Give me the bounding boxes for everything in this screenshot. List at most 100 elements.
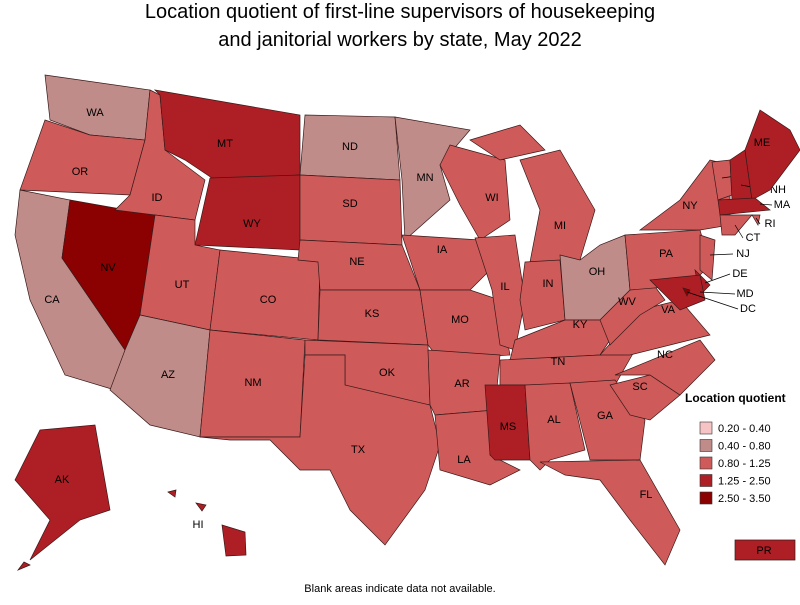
state-shape — [167, 489, 177, 498]
state-shape — [744, 109, 800, 201]
state-shape — [221, 524, 247, 557]
state-shape — [195, 502, 207, 512]
legend-label: 0.80 - 1.25 — [718, 458, 771, 470]
footnote: Blank areas indicate data not available. — [304, 583, 495, 595]
state: TX — [199, 354, 441, 546]
leader-line — [704, 273, 731, 284]
state: PR — [734, 539, 796, 561]
state: PA — [624, 229, 711, 291]
state-shape — [14, 424, 111, 561]
state-shape — [682, 287, 691, 297]
state-label: MT — [217, 138, 233, 150]
state: AR — [427, 349, 501, 416]
legend-label: 0.20 - 0.40 — [718, 423, 771, 435]
state-label: ME — [754, 137, 771, 149]
states: WA OR CA NV ID MT WY UT AZ CO NM ND SD NE KS OK TX MN IA MO… — [14, 74, 800, 571]
state: IA — [401, 234, 493, 291]
state-shape — [153, 89, 301, 181]
leader-line — [759, 203, 773, 206]
state: TN — [499, 349, 636, 386]
state-shape — [734, 539, 796, 561]
state-label: NJ — [736, 248, 749, 260]
state-label: WI — [485, 192, 498, 204]
state-label: MA — [774, 199, 791, 211]
state: MT — [153, 89, 301, 181]
state: KS — [317, 289, 429, 346]
state-label: WY — [243, 218, 261, 230]
state-label: TX — [351, 444, 366, 456]
state-label: NC — [657, 349, 673, 361]
state-shape — [751, 214, 761, 226]
leader-line — [699, 291, 736, 295]
state-shape — [717, 197, 771, 216]
state: MD — [649, 274, 754, 311]
state: ME — [744, 109, 800, 201]
state-label: NV — [100, 262, 116, 274]
state-label: HI — [193, 519, 204, 531]
state-label: AK — [55, 474, 70, 486]
state-label: AZ — [161, 369, 175, 381]
state: MI — [469, 124, 596, 263]
state-shape — [614, 339, 716, 396]
state-shape — [401, 234, 493, 291]
state-shape — [719, 214, 753, 236]
legend-swatch — [699, 491, 713, 505]
state: CT — [719, 214, 761, 244]
state: ND — [299, 114, 401, 181]
state-label: VA — [661, 304, 676, 316]
state-label: NM — [244, 377, 261, 389]
state-label: ID — [152, 192, 163, 204]
state-label: NH — [770, 184, 786, 196]
state: NJ — [699, 234, 750, 281]
state: MS — [484, 384, 531, 461]
state: MA — [717, 197, 791, 216]
state-label: PR — [756, 545, 771, 557]
state: IN — [519, 259, 566, 331]
leader-line — [755, 217, 761, 225]
state-label: DC — [740, 303, 756, 315]
state: WY — [194, 174, 301, 251]
legend-swatch — [699, 474, 713, 487]
leader-line — [709, 253, 734, 256]
state: MO — [419, 289, 511, 361]
state: RI — [751, 214, 776, 230]
state: NM — [199, 329, 306, 438]
state-label: KS — [365, 308, 380, 320]
state-label: CT — [746, 232, 761, 244]
state-label: IN — [543, 278, 554, 290]
state-label: WV — [618, 296, 636, 308]
state-label: DE — [732, 268, 747, 280]
state-label: RI — [765, 218, 776, 230]
state-shape — [499, 349, 636, 386]
map-title: Location quotient of first-line supervis… — [145, 1, 655, 51]
state-label: MD — [736, 288, 753, 300]
state-shape — [699, 234, 716, 281]
state-label: TN — [551, 356, 566, 368]
state-label: OH — [589, 266, 606, 278]
state-label: IA — [437, 244, 448, 256]
state: NE — [297, 239, 421, 291]
state: AK — [14, 424, 111, 571]
state-shape — [16, 561, 31, 571]
state-shape — [469, 124, 546, 161]
state: FL — [539, 459, 681, 566]
state-label: MI — [554, 220, 566, 232]
state: DC — [682, 287, 756, 315]
state: SC — [609, 374, 681, 421]
state-label: OK — [379, 367, 396, 379]
state-label: UT — [175, 279, 190, 291]
state-label: FL — [640, 489, 653, 501]
state-label: SD — [342, 198, 357, 210]
state-label: PA — [659, 248, 674, 260]
legend-label: 2.50 - 3.50 — [718, 493, 771, 505]
legend-swatch — [699, 439, 713, 452]
state-label: CA — [44, 294, 60, 306]
legend-title: Location quotient — [685, 391, 786, 405]
legend-swatch — [699, 421, 713, 435]
leader-line — [734, 224, 744, 239]
state-label: CO — [260, 294, 277, 306]
state-label: NY — [682, 200, 698, 212]
state-shape — [299, 174, 403, 246]
state: NC — [614, 339, 716, 396]
